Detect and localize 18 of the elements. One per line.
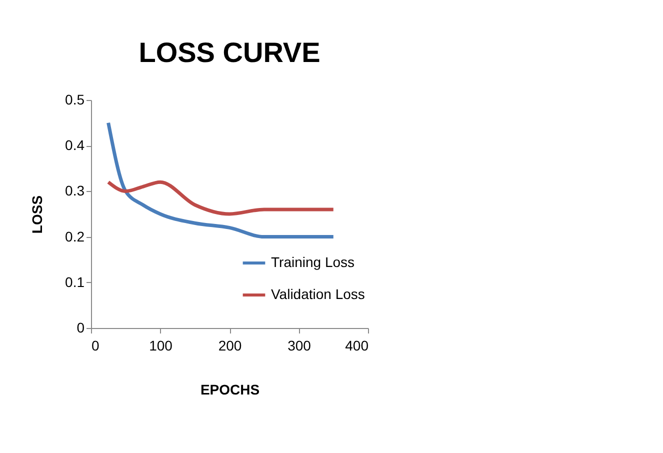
x-tick-label: 300 [288,338,312,354]
y-axis-title: LOSS [29,195,46,234]
legend-label: Validation Loss [271,286,365,302]
y-tick-label: 0.1 [65,274,85,290]
x-tick-label: 400 [345,338,369,354]
line-series [106,121,336,239]
chart-title: LOSS CURVE [138,37,320,68]
y-tick-label: 0.2 [65,228,85,244]
x-axis-title: EPOCHS [200,382,260,398]
y-tick-label: 0 [76,320,85,336]
y-tick-label: 0.3 [65,182,85,199]
x-tick-label: 200 [218,338,242,354]
y-tick-label: 0.4 [65,137,85,154]
line-series [106,180,336,216]
x-tick-label: 0 [92,338,100,354]
legend-label: Training Loss [271,254,355,270]
x-tick-label: 100 [149,338,173,354]
y-tick-label: 0.5 [65,92,85,108]
